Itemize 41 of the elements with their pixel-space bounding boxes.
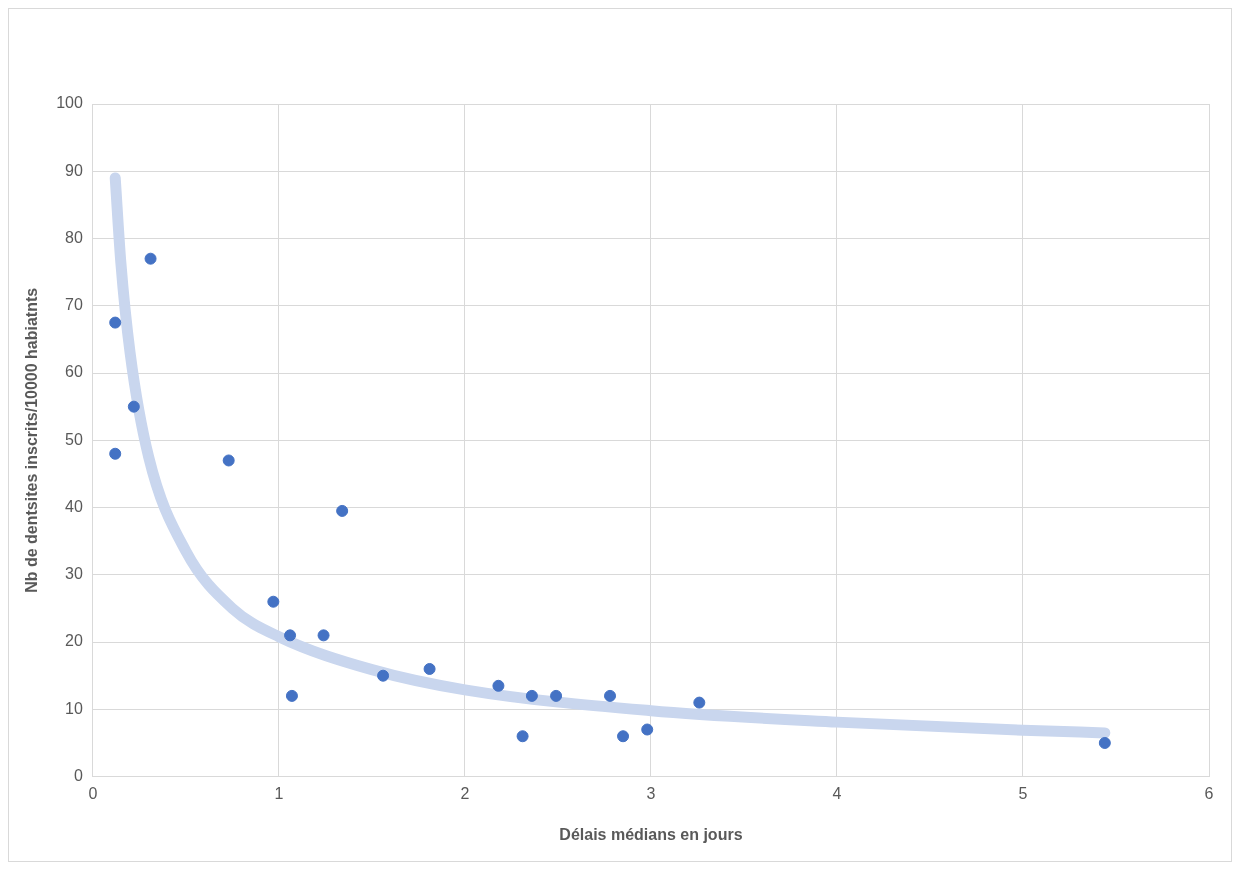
y-axis-title: Nb de dentsites inscrits/10000 habiatnts [23, 287, 41, 593]
point [693, 696, 706, 709]
point [127, 400, 140, 413]
y-tick-label: 20 [65, 632, 83, 650]
point [222, 454, 235, 467]
x-tick-label: 3 [646, 784, 656, 802]
y-tick-label: 40 [65, 497, 83, 515]
point [267, 595, 280, 608]
x-axis-title: Délais médians en jours [559, 825, 743, 843]
point [525, 689, 538, 702]
x-tick-label: 4 [832, 784, 842, 802]
y-tick-label: 80 [65, 228, 83, 246]
x-tick-label: 1 [274, 784, 284, 802]
point [516, 730, 529, 743]
y-tick-label: 100 [56, 94, 83, 112]
point [285, 689, 298, 702]
point [144, 252, 157, 265]
y-tick-label: 30 [65, 565, 83, 583]
point [336, 504, 349, 517]
point [617, 730, 630, 743]
x-tick-label: 0 [88, 784, 98, 802]
x-tick-label: 5 [1018, 784, 1028, 802]
point [492, 679, 505, 692]
y-tick-label: 50 [65, 430, 83, 448]
x-tick-label: 6 [1204, 784, 1214, 802]
y-tick-label: 70 [65, 296, 83, 314]
y-tick-label: 0 [73, 767, 83, 785]
point [641, 723, 654, 736]
point [317, 629, 330, 642]
point [550, 689, 563, 702]
x-tick-label: 2 [460, 784, 470, 802]
point [423, 662, 436, 675]
point [284, 629, 297, 642]
y-tick-label: 60 [65, 363, 83, 381]
point [1098, 736, 1111, 749]
y-tick-label: 90 [65, 161, 83, 179]
point [377, 669, 390, 682]
point [604, 689, 617, 702]
point [109, 316, 122, 329]
y-tick-label: 10 [65, 699, 83, 717]
point [109, 447, 122, 460]
